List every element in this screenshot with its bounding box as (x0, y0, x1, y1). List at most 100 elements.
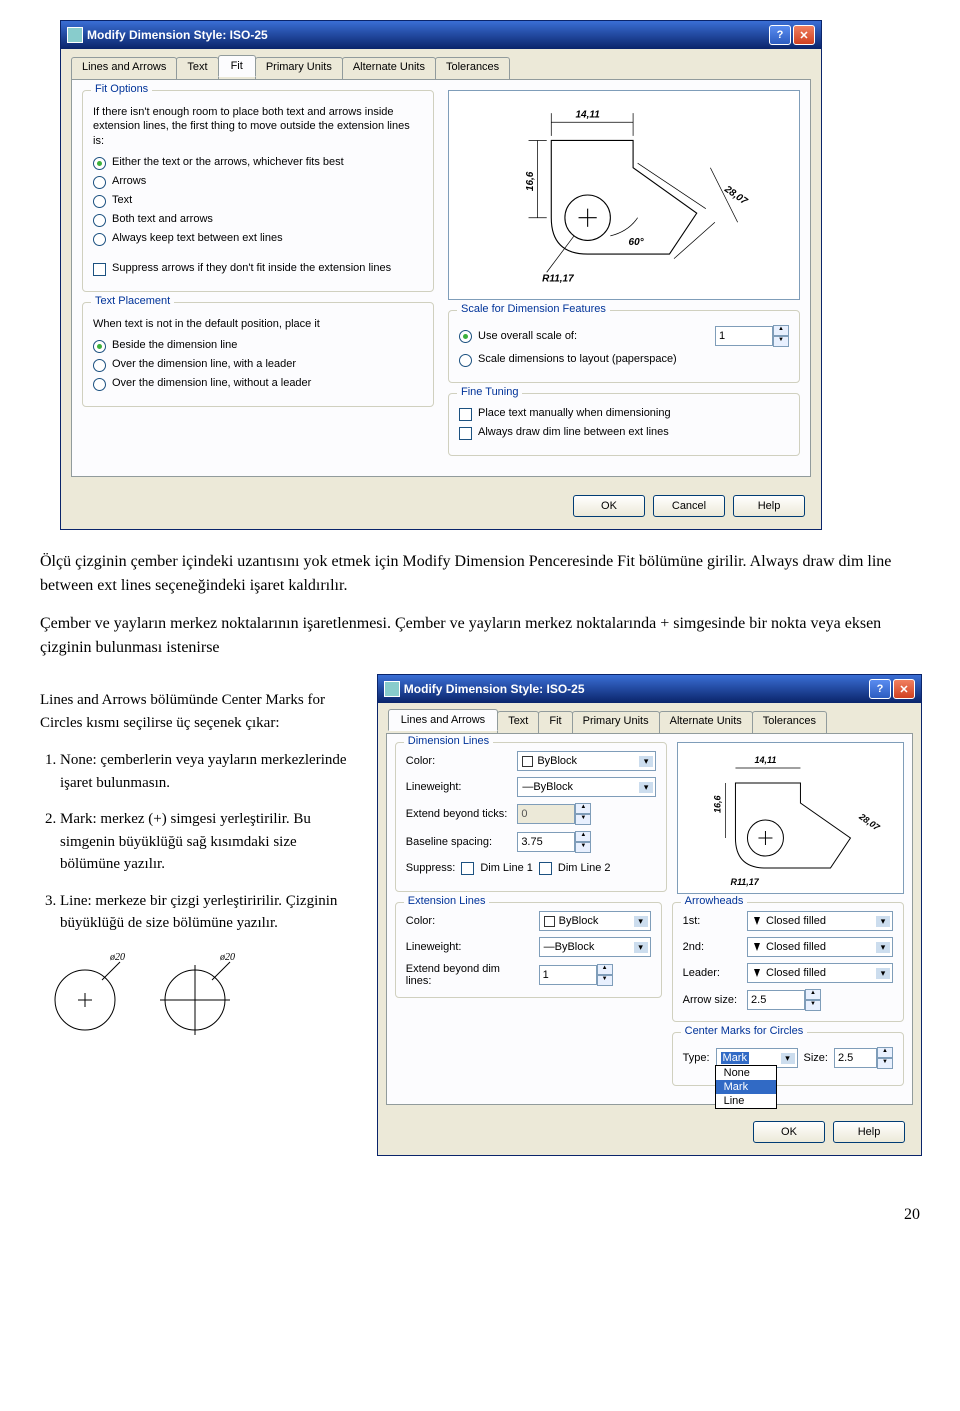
group-title: Dimension Lines (404, 735, 493, 747)
label: Arrow size: (683, 994, 737, 1006)
ext-beyond-spinner[interactable]: ▲▼ (539, 964, 651, 986)
help-button[interactable]: Help (833, 1121, 905, 1143)
center-marks-group: Center Marks for Circles Type: Mark Size… (672, 1032, 904, 1086)
check-dim2[interactable] (539, 862, 552, 875)
list-column: Lines and Arrows bölümünde Center Marks … (40, 674, 357, 1176)
radio-both[interactable]: Both text and arrows (93, 213, 423, 227)
group-title: Text Placement (91, 295, 174, 307)
label: Leader: (683, 967, 737, 979)
tabs: Lines and Arrows Text Fit Primary Units … (61, 49, 821, 79)
arrow1-select[interactable]: Closed filled (747, 911, 893, 931)
label: Lineweight: (406, 781, 508, 793)
label: Type: (683, 1052, 710, 1064)
scale-spinner[interactable]: ▲▼ (715, 325, 789, 347)
help-button[interactable]: Help (733, 495, 805, 517)
radio-beside[interactable]: Beside the dimension line (93, 339, 423, 353)
baseline-spinner[interactable]: ▲▼ (517, 831, 656, 853)
extend-ticks-spinner[interactable]: ▲▼ (517, 803, 656, 825)
preview-image: 14,11 16,6 28,07 R11,17 60° (448, 90, 800, 300)
svg-text:16,6: 16,6 (713, 794, 723, 813)
ext-lw-select[interactable]: — ByBlock (539, 937, 651, 957)
option-line[interactable]: Line (716, 1094, 776, 1108)
close-icon[interactable]: ✕ (793, 25, 815, 45)
svg-text:60°: 60° (629, 237, 645, 248)
group-title: Arrowheads (681, 895, 748, 907)
fit-options-group: Fit Options If there isn't enough room t… (82, 90, 434, 292)
radio-either[interactable]: Either the text or the arrows, whichever… (93, 156, 423, 170)
size-spinner[interactable]: ▲▼ (834, 1047, 893, 1069)
tab-tolerances[interactable]: Tolerances (752, 711, 827, 733)
ext-lines-group: Extension Lines Color: ByBlock Lineweigh… (395, 902, 662, 998)
radio-arrows[interactable]: Arrows (93, 175, 423, 189)
ok-button[interactable]: OK (573, 495, 645, 517)
radio-always[interactable]: Always keep text between ext lines (93, 232, 423, 246)
type-dropdown[interactable]: None Mark Line (715, 1065, 777, 1109)
ext-color-select[interactable]: ByBlock (539, 911, 651, 931)
option-mark[interactable]: Mark (716, 1080, 776, 1094)
tab-fit[interactable]: Fit (218, 55, 256, 77)
arrowheads-group: Arrowheads 1st: Closed filled 2nd: Close… (672, 902, 904, 1022)
dialog-modify-dim-fit: Modify Dimension Style: ISO-25 ? ✕ Lines… (60, 20, 822, 530)
label: Lineweight: (406, 941, 529, 953)
svg-text:ø20: ø20 (109, 952, 125, 963)
group-title: Fine Tuning (457, 386, 522, 398)
dim-lines-group: Dimension Lines Color: ByBlock Lineweigh… (395, 742, 667, 892)
cancel-button[interactable]: Cancel (653, 495, 725, 517)
scale-group: Scale for Dimension Features Use overall… (448, 310, 800, 383)
tab-text[interactable]: Text (176, 57, 218, 79)
page-number: 20 (40, 1206, 920, 1224)
label: Extend beyond dim lines: (406, 963, 529, 987)
radio-overall-scale[interactable] (459, 330, 472, 343)
tab-lines-arrows[interactable]: Lines and Arrows (388, 709, 498, 731)
help-icon[interactable]: ? (869, 679, 891, 699)
tab-text[interactable]: Text (497, 711, 539, 733)
radio-over-noleader[interactable]: Over the dimension line, without a leade… (93, 377, 423, 391)
check-suppress[interactable]: Suppress arrows if they don't fit inside… (93, 262, 423, 276)
radio-over-leader[interactable]: Over the dimension line, with a leader (93, 358, 423, 372)
list-item: None: çemberlerin veya yayların merkezle… (60, 749, 357, 794)
list-item: Mark: merkez (+) simgesi yerleştirilir. … (60, 808, 357, 876)
group-title: Center Marks for Circles (681, 1025, 808, 1037)
label: Baseline spacing: (406, 836, 508, 848)
help-icon[interactable]: ? (769, 25, 791, 45)
tab-primary-units[interactable]: Primary Units (572, 711, 660, 733)
radio-paperspace[interactable]: Scale dimensions to layout (paperspace) (459, 353, 789, 367)
svg-text:14,11: 14,11 (575, 110, 600, 121)
svg-text:14,11: 14,11 (755, 755, 777, 765)
lineweight-select[interactable]: — ByBlock (517, 777, 656, 797)
tab-alternate-units[interactable]: Alternate Units (342, 57, 436, 79)
tab-primary-units[interactable]: Primary Units (255, 57, 343, 79)
title-text: Modify Dimension Style: ISO-25 (404, 682, 585, 696)
arrow2-select[interactable]: Closed filled (747, 937, 893, 957)
radio-text[interactable]: Text (93, 194, 423, 208)
group-title: Scale for Dimension Features (457, 303, 610, 315)
svg-text:R11,17: R11,17 (731, 877, 760, 887)
tab-alternate-units[interactable]: Alternate Units (659, 711, 753, 733)
ok-button[interactable]: OK (753, 1121, 825, 1143)
label: Color: (406, 755, 508, 767)
preview-image: 14,11 16,6 28,07 R11,17 (677, 742, 904, 894)
title-text: Modify Dimension Style: ISO-25 (87, 28, 268, 42)
color-select[interactable]: ByBlock (517, 751, 656, 771)
arrow-size-spinner[interactable]: ▲▼ (747, 989, 893, 1011)
tabs: Lines and Arrows Text Fit Primary Units … (378, 703, 921, 733)
svg-text:ø20: ø20 (219, 952, 235, 963)
close-icon[interactable]: ✕ (893, 679, 915, 699)
option-none[interactable]: None (716, 1066, 776, 1080)
dialog-modify-dim-lines: Modify Dimension Style: ISO-25 ? ✕ Lines… (377, 674, 922, 1156)
label: Extend beyond ticks: (406, 808, 508, 820)
check-dim1[interactable] (461, 862, 474, 875)
tab-fit[interactable]: Fit (538, 711, 572, 733)
svg-text:28,07: 28,07 (857, 811, 883, 833)
paragraph-1: Ölçü çizginin çember içindeki uzantısını… (40, 550, 920, 598)
diagram-circles: ø20 ø20 (40, 950, 357, 1040)
paragraph-2: Çember ve yayların merkez noktalarının i… (40, 612, 920, 660)
label: 1st: (683, 915, 737, 927)
tab-tolerances[interactable]: Tolerances (435, 57, 510, 79)
leader-select[interactable]: Closed filled (747, 963, 893, 983)
check-manual[interactable]: Place text manually when dimensioning (459, 407, 789, 421)
check-always-draw[interactable]: Always draw dim line between ext lines (459, 426, 789, 440)
tab-lines-arrows[interactable]: Lines and Arrows (71, 57, 177, 79)
label: Suppress: (406, 862, 456, 874)
placement-intro: When text is not in the default position… (93, 317, 423, 331)
